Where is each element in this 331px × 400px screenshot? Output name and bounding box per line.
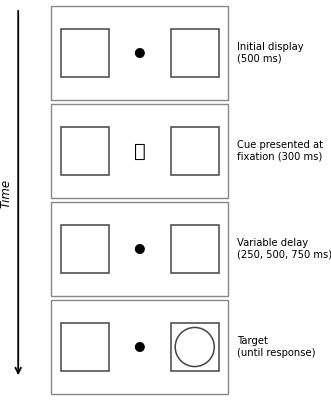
Text: 八: 八 bbox=[134, 142, 146, 160]
Text: Initial display
(500 ms): Initial display (500 ms) bbox=[237, 42, 303, 64]
Bar bbox=[171, 127, 218, 175]
Bar bbox=[51, 300, 228, 394]
Bar bbox=[171, 323, 218, 371]
Text: Target
(until response): Target (until response) bbox=[237, 336, 315, 358]
Bar bbox=[171, 29, 218, 77]
Bar bbox=[61, 29, 109, 77]
Bar bbox=[51, 202, 228, 296]
Bar bbox=[171, 225, 218, 273]
Bar bbox=[61, 127, 109, 175]
Text: Cue presented at
fixation (300 ms): Cue presented at fixation (300 ms) bbox=[237, 140, 323, 162]
Bar bbox=[61, 323, 109, 371]
Bar bbox=[61, 225, 109, 273]
Ellipse shape bbox=[175, 328, 214, 366]
Bar bbox=[51, 104, 228, 198]
Ellipse shape bbox=[136, 343, 144, 351]
Ellipse shape bbox=[136, 49, 144, 57]
Ellipse shape bbox=[136, 245, 144, 253]
Text: Variable delay
(250, 500, 750 ms): Variable delay (250, 500, 750 ms) bbox=[237, 238, 331, 260]
Bar bbox=[51, 6, 228, 100]
Text: Time: Time bbox=[0, 178, 12, 208]
